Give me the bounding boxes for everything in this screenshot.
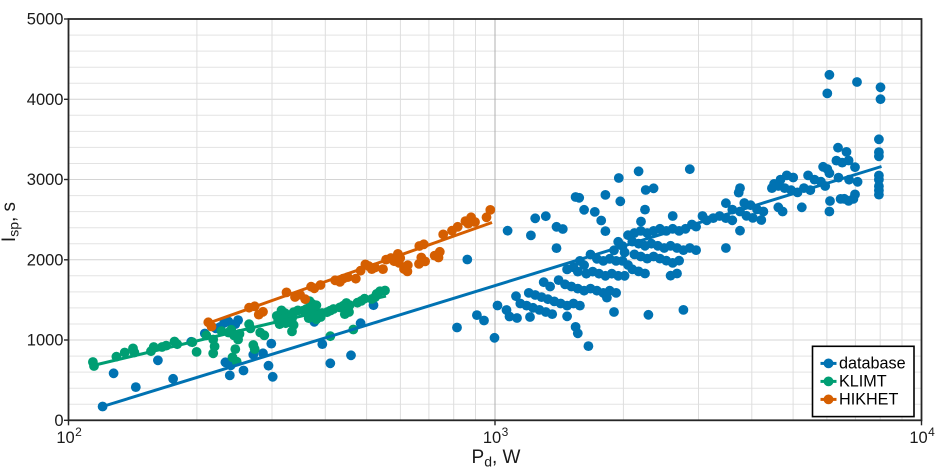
svg-text:KLIMT: KLIMT — [839, 373, 887, 391]
svg-text:10: 10 — [56, 429, 74, 447]
svg-text:3: 3 — [502, 425, 509, 439]
svg-text:2000: 2000 — [27, 251, 64, 269]
svg-text:Pd, W: Pd, W — [472, 447, 521, 470]
svg-text:4: 4 — [928, 425, 935, 439]
svg-text:0: 0 — [54, 412, 63, 430]
svg-text:4000: 4000 — [27, 91, 64, 109]
svg-text:2: 2 — [75, 425, 82, 439]
svg-text:Isp, s: Isp, s — [0, 202, 22, 242]
svg-text:10: 10 — [909, 429, 927, 447]
svg-text:database: database — [839, 355, 906, 373]
svg-text:3000: 3000 — [27, 171, 64, 189]
svg-text:HIKHET: HIKHET — [839, 391, 898, 409]
svg-text:1000: 1000 — [27, 332, 64, 350]
svg-text:10: 10 — [483, 429, 501, 447]
svg-text:5000: 5000 — [27, 11, 64, 29]
